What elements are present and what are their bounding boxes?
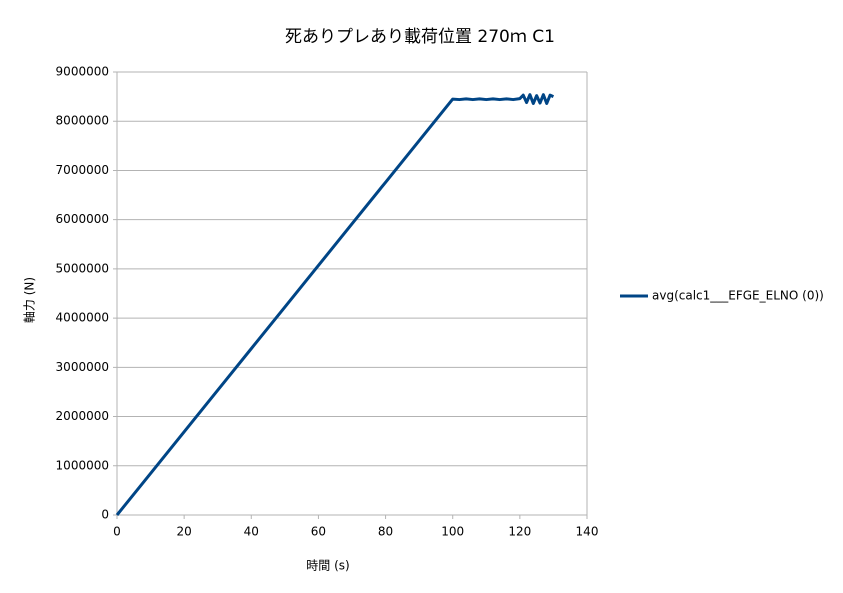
x-tick-label: 80 — [378, 525, 393, 539]
x-tick-label: 0 — [113, 525, 121, 539]
y-tick-label: 8000000 — [56, 114, 109, 128]
y-axis-title: 軸力 (N) — [23, 277, 37, 323]
y-tick-label: 5000000 — [56, 261, 109, 275]
y-tick-label: 0 — [101, 508, 109, 522]
x-tick-label: 120 — [508, 525, 531, 539]
x-tick-label: 20 — [177, 525, 192, 539]
y-tick-label: 3000000 — [56, 360, 109, 374]
y-tick-label: 9000000 — [56, 65, 109, 79]
y-tick-label: 1000000 — [56, 458, 109, 472]
x-tick-label: 100 — [441, 525, 464, 539]
x-tick-label: 140 — [576, 525, 599, 539]
legend-label: avg(calc1___EFGE_ELNO (0)) — [652, 289, 824, 303]
x-axis-title: 時間 (s) — [306, 559, 349, 573]
y-tick-label: 2000000 — [56, 409, 109, 423]
y-tick-label: 4000000 — [56, 311, 109, 325]
x-tick-label: 60 — [311, 525, 326, 539]
y-tick-label: 7000000 — [56, 163, 109, 177]
x-tick-label: 40 — [244, 525, 259, 539]
line — [115, 93, 555, 516]
chart-title: 死ありプレあり載荷位置 270ｍ C1 — [285, 27, 555, 47]
y-tick-label: 6000000 — [56, 212, 109, 226]
